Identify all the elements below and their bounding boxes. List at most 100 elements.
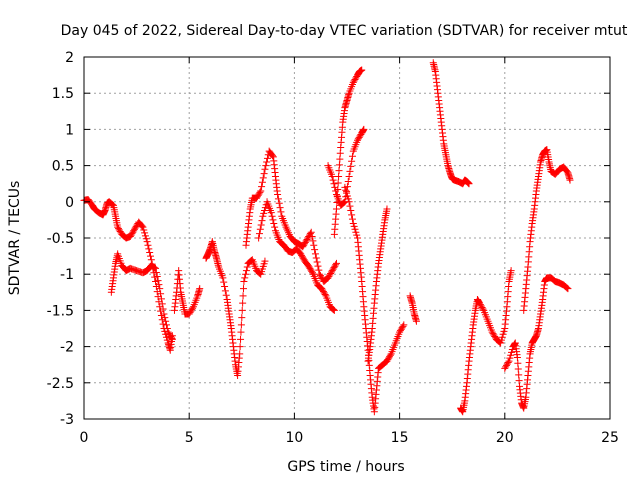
data-point bbox=[159, 305, 167, 313]
data-point bbox=[348, 211, 356, 219]
data-point bbox=[564, 285, 572, 293]
data-point bbox=[155, 281, 163, 289]
data-point bbox=[479, 305, 487, 313]
data-point bbox=[352, 74, 360, 82]
x-tick-label: 10 bbox=[285, 430, 303, 446]
data-point bbox=[275, 199, 283, 207]
y-tick-label: 1 bbox=[65, 122, 74, 138]
data-point bbox=[239, 285, 247, 293]
data-point bbox=[339, 199, 347, 207]
y-tick-label: -1.5 bbox=[47, 303, 74, 319]
data-point bbox=[397, 325, 405, 333]
data-point bbox=[508, 348, 516, 356]
series-arc6 bbox=[255, 198, 338, 314]
data-point bbox=[219, 274, 227, 282]
data-point bbox=[276, 204, 284, 212]
data-point bbox=[489, 330, 497, 338]
data-point bbox=[312, 254, 320, 262]
data-point bbox=[507, 351, 515, 359]
data-point bbox=[412, 317, 420, 325]
data-point bbox=[157, 295, 165, 303]
data-point bbox=[352, 228, 360, 236]
data-point bbox=[353, 231, 361, 239]
data-point bbox=[478, 304, 486, 312]
data-point bbox=[146, 248, 154, 256]
series-arc11 bbox=[406, 292, 420, 325]
data-point bbox=[385, 354, 393, 362]
data-point bbox=[156, 285, 164, 293]
data-point bbox=[153, 273, 161, 281]
data-point bbox=[270, 220, 278, 228]
data-point bbox=[267, 209, 275, 217]
data-point bbox=[333, 192, 341, 200]
data-point bbox=[141, 229, 149, 237]
data-point bbox=[334, 179, 342, 187]
data-point bbox=[128, 230, 136, 238]
data-point bbox=[163, 336, 171, 344]
data-point bbox=[314, 262, 322, 270]
data-point bbox=[260, 170, 268, 178]
data-point bbox=[138, 222, 146, 230]
series-arc14 bbox=[501, 274, 572, 412]
data-point bbox=[307, 228, 315, 236]
data-point bbox=[354, 135, 362, 143]
data-point bbox=[327, 268, 335, 276]
data-point bbox=[116, 227, 124, 235]
data-point bbox=[384, 356, 392, 364]
data-point bbox=[315, 266, 323, 274]
data-point bbox=[114, 223, 122, 231]
y-tick-label: -1 bbox=[60, 267, 74, 283]
data-point bbox=[301, 238, 309, 246]
data-point bbox=[261, 257, 269, 265]
data-point bbox=[504, 359, 512, 367]
series-arc13 bbox=[457, 267, 515, 416]
data-point bbox=[237, 335, 245, 343]
data-point bbox=[241, 274, 249, 282]
data-point bbox=[396, 327, 404, 335]
data-point bbox=[351, 75, 359, 83]
data-point bbox=[254, 191, 262, 199]
data-point bbox=[152, 268, 160, 276]
data-point bbox=[332, 205, 340, 213]
data-point bbox=[319, 286, 327, 294]
series-arc15 bbox=[520, 146, 574, 314]
data-point bbox=[154, 277, 162, 285]
data-point bbox=[220, 278, 228, 286]
y-tick-label: 0.5 bbox=[52, 159, 74, 175]
data-point bbox=[506, 354, 514, 362]
data-point bbox=[150, 263, 158, 271]
data-point bbox=[508, 345, 516, 353]
data-point bbox=[271, 223, 279, 231]
data-point bbox=[330, 306, 338, 314]
data-point bbox=[396, 328, 404, 336]
data-point bbox=[317, 273, 325, 281]
x-tick-label: 15 bbox=[391, 430, 409, 446]
data-point bbox=[358, 66, 366, 74]
data-point bbox=[186, 309, 194, 317]
x-tick-label: 25 bbox=[601, 430, 619, 446]
data-point bbox=[307, 266, 315, 274]
data-point bbox=[498, 333, 506, 341]
data-point bbox=[342, 186, 350, 194]
data-point bbox=[243, 263, 251, 271]
data-point bbox=[129, 228, 137, 236]
data-point bbox=[344, 195, 352, 203]
data-point bbox=[162, 321, 170, 329]
data-point bbox=[130, 227, 138, 235]
data-point bbox=[259, 174, 267, 182]
data-point bbox=[239, 299, 247, 307]
data-point bbox=[299, 243, 307, 251]
data-point bbox=[126, 233, 134, 241]
data-point bbox=[354, 136, 362, 144]
data-point bbox=[329, 265, 337, 273]
data-point bbox=[398, 324, 406, 332]
data-point bbox=[351, 225, 359, 233]
data-point bbox=[503, 360, 511, 368]
data-point bbox=[329, 305, 337, 313]
data-point bbox=[221, 283, 229, 291]
series-arc12 bbox=[429, 59, 473, 188]
data-point bbox=[499, 330, 507, 338]
data-point bbox=[140, 226, 148, 234]
axis-ticks: 0 5 10 15 20 25 -3 -2.5 -2 -1.5 -1 -0.5 0 0.5 1 1.5 2 bbox=[47, 50, 619, 446]
data-point bbox=[349, 78, 357, 86]
